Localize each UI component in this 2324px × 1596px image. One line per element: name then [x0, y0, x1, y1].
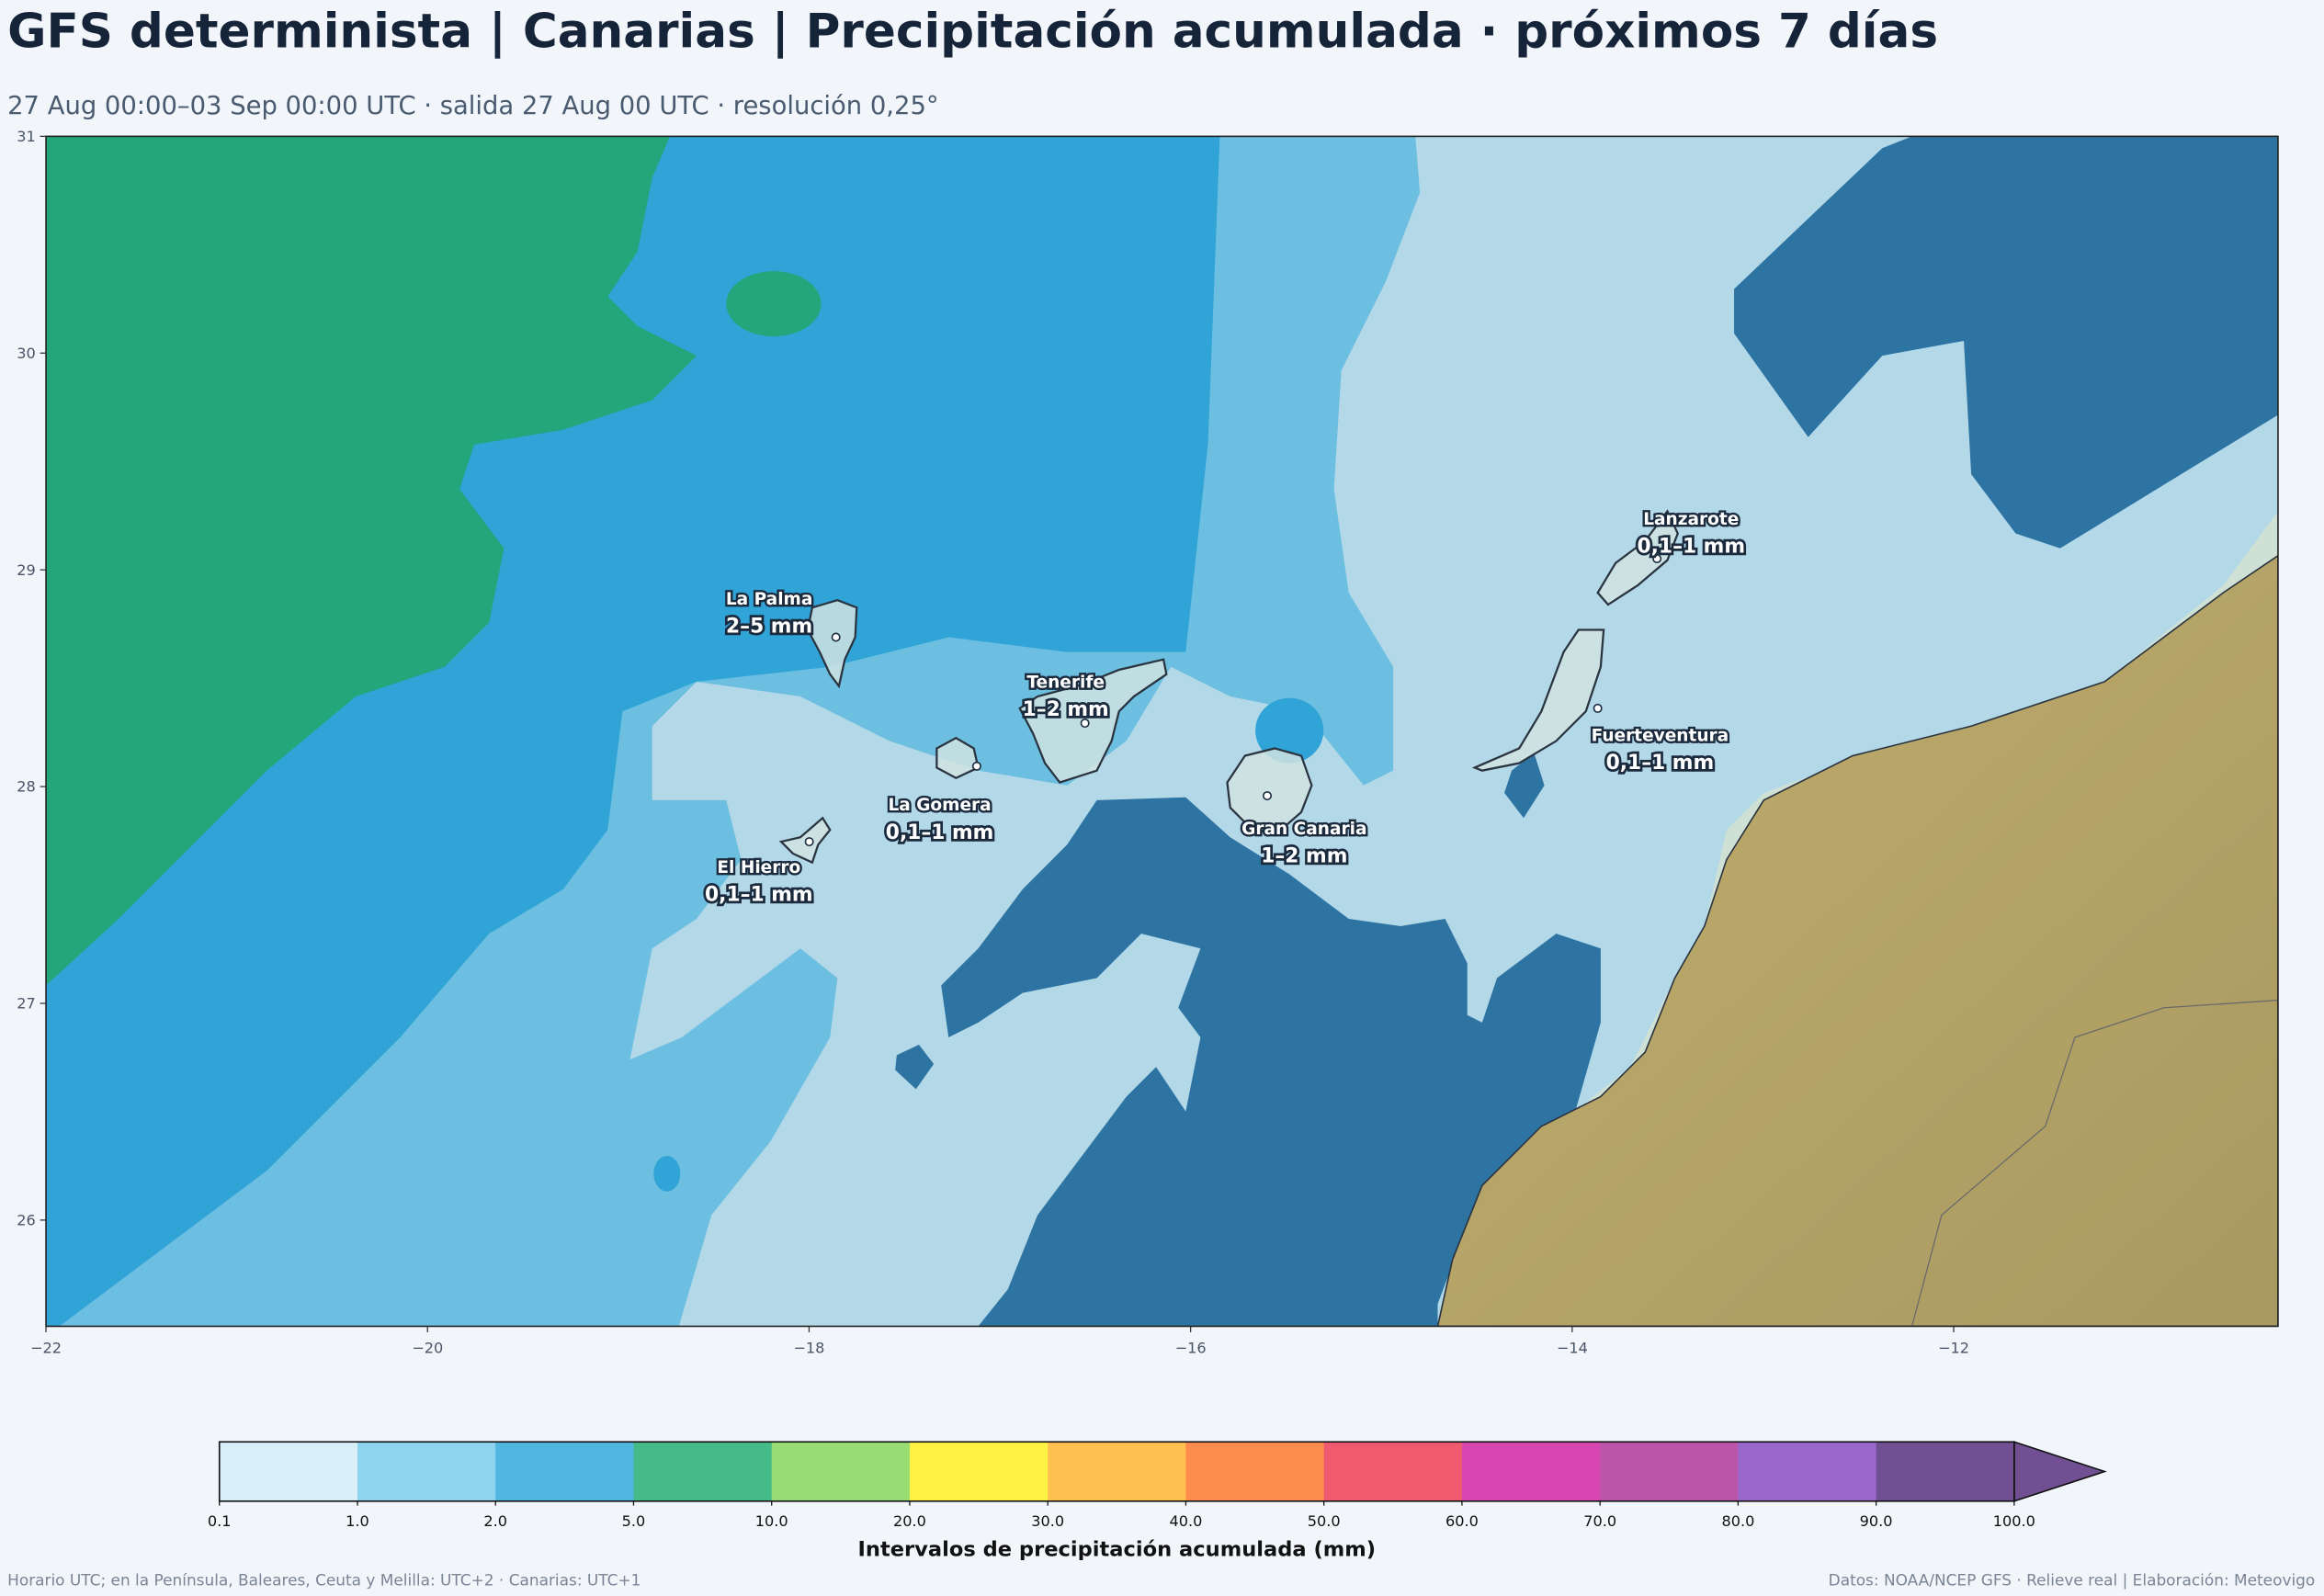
precip-green [726, 271, 822, 337]
island-name: Gran Canaria [1241, 820, 1366, 839]
island-name: El Hierro [717, 858, 800, 877]
colorbar-bin [1461, 1442, 1601, 1501]
footer-left: Horario UTC; en la Península, Baleares, … [7, 1571, 641, 1590]
colorbar-tick-label: 1.0 [346, 1512, 369, 1530]
x-tick-label: −22 [30, 1339, 62, 1356]
colorbar-bin [909, 1442, 1049, 1501]
land-africa [1436, 554, 2278, 1327]
colorbar-tick-label: 50.0 [1308, 1512, 1341, 1530]
colorbar-tick-label: 80.0 [1721, 1512, 1754, 1530]
title: GFS determinista | Canarias | Precipitac… [7, 5, 1938, 60]
island-value: 1–2 mm [1261, 845, 1347, 868]
colorbar-bin [1738, 1442, 1877, 1501]
island [1226, 747, 1313, 834]
x-tick-label: −20 [412, 1339, 443, 1356]
island-value: 0,1–1 mm [886, 821, 994, 844]
colorbar-bin [219, 1442, 358, 1501]
island-value: 2–5 mm [726, 616, 812, 639]
island-value: 0,1–1 mm [1606, 752, 1715, 775]
island [1471, 628, 1605, 772]
islands [778, 509, 1679, 865]
colorbar-bin [1185, 1442, 1325, 1501]
y-tick-label: 28 [17, 778, 36, 796]
colorbar-tick-label: 5.0 [622, 1512, 646, 1530]
colorbar-tick-label: 70.0 [1583, 1512, 1616, 1530]
colorbar-tick-label: 30.0 [1031, 1512, 1064, 1530]
city-dot [1652, 554, 1662, 564]
colorbar-frame [218, 1441, 2015, 1502]
colorbar-bin [1048, 1442, 1186, 1501]
city-dot [831, 632, 841, 642]
x-tick-label: −14 [1557, 1339, 1588, 1356]
island-name: Fuerteventura [1592, 726, 1729, 745]
island-value: 0,1–1 mm [1638, 536, 1746, 559]
colorbar-bin [633, 1442, 773, 1501]
island-name: La Palma [726, 590, 813, 609]
x-tick-label: −16 [1175, 1339, 1207, 1356]
colorbar-tick-label: 90.0 [1860, 1512, 1893, 1530]
island-value: 0,1–1 mm [705, 884, 813, 907]
subtitle: 27 Aug 00:00–03 Sep 00:00 UTC · salida 2… [7, 92, 938, 120]
island [1596, 509, 1679, 606]
colorbar-extend [2013, 1441, 2107, 1502]
colorbar-bin [1876, 1442, 2015, 1501]
colorbar-bin [357, 1442, 496, 1501]
y-tick-label: 29 [17, 561, 36, 579]
border [1910, 1000, 2278, 1327]
city-dot [804, 837, 814, 847]
colorbar-bin [1600, 1442, 1739, 1501]
precip-blue [1255, 697, 1324, 764]
island-name: La Gomera [888, 796, 991, 815]
colorbar-tick-label: 40.0 [1169, 1512, 1202, 1530]
y-tick-label: 26 [17, 1212, 36, 1229]
colorbar-bin [1323, 1442, 1463, 1501]
y-tick-label: 30 [17, 345, 36, 362]
y-tick-label: 31 [17, 128, 36, 145]
island [1018, 658, 1168, 784]
colorbar-tick-label: 10.0 [755, 1512, 788, 1530]
island-name: Tenerife [1026, 673, 1105, 692]
colorbar-tick-label: 60.0 [1445, 1512, 1479, 1530]
colorbar-label: Intervalos de precipitación acumulada (m… [857, 1537, 1376, 1561]
colorbar-bin [495, 1442, 634, 1501]
x-tick-label: −18 [793, 1339, 824, 1356]
x-tick-label: −12 [1938, 1339, 1969, 1356]
colorbar-tick-label: 2.0 [483, 1512, 507, 1530]
map-layers [46, 136, 2278, 1327]
dynamic-layer: −22 −20 −18 −16 −14 −12 26 27 28 29 30 31 La Palma 2–… [7, 128, 2315, 1590]
precip-green [46, 136, 697, 986]
precip-dark [1734, 136, 2278, 549]
city-dot [971, 761, 981, 771]
colorbar-bin [771, 1442, 911, 1501]
y-tick-label: 27 [17, 995, 36, 1013]
colorbar-tick-label: 100.0 [1993, 1512, 2035, 1530]
colorbar-tick-label: 0.1 [208, 1512, 232, 1530]
precip-dark [941, 797, 1601, 1327]
footer-right: Datos: NOAA/NCEP GFS · Relieve real | El… [1829, 1571, 2316, 1590]
precip-dark [1504, 753, 1545, 819]
precip-dark [895, 1045, 935, 1090]
island [806, 598, 858, 689]
colorbar-tick-label: 20.0 [893, 1512, 926, 1530]
island-value: 1–2 mm [1023, 698, 1109, 721]
city-dot [1263, 791, 1273, 801]
map-frame [45, 135, 2279, 1328]
island-name: Lanzarote [1643, 510, 1739, 529]
precip-blue [653, 1155, 681, 1192]
city-dot [1080, 719, 1090, 729]
city-dot [1593, 703, 1603, 713]
